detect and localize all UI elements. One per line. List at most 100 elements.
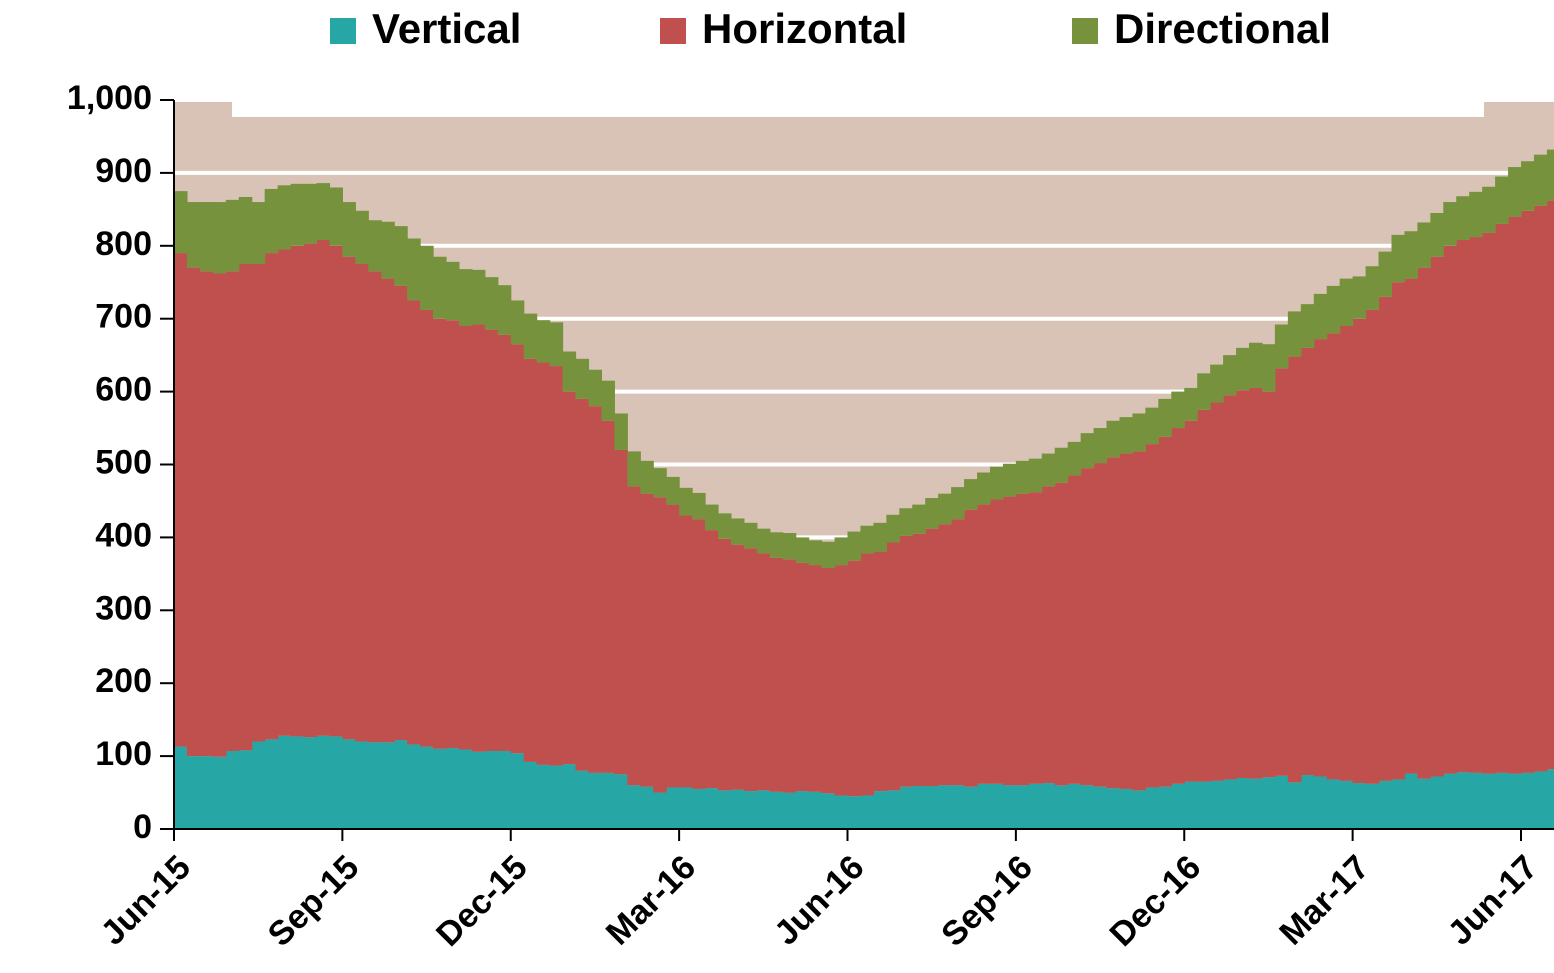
area-segment [394,740,408,829]
area-segment [834,537,849,566]
area-segment [860,525,875,554]
area-segment [679,515,693,788]
area-segment [1249,387,1263,779]
area-segment [588,369,603,407]
area-segment [277,249,292,736]
area-segment [899,535,913,787]
area-segment [614,413,628,450]
area-segment [1521,210,1535,773]
area-segment [886,790,900,829]
area-segment [510,300,525,345]
area-segment [692,519,706,789]
legend-swatch [1072,18,1098,44]
area-segment [1443,202,1457,246]
area-segment [1495,223,1509,773]
area-segment [1378,251,1393,297]
area-segment [1171,428,1185,784]
area-segment [1261,391,1276,778]
area-segment [692,492,706,520]
area-0 [174,735,1554,829]
area-segment [1521,772,1535,829]
area-segment [692,788,706,829]
area-segment [782,559,797,793]
area-segment [977,504,991,784]
area-segment [1067,475,1082,784]
area-segment [705,530,719,789]
area-segment [1184,781,1198,829]
area-segment [705,504,719,531]
area-segment [601,772,615,829]
area-segment [912,533,926,786]
area-segment [1106,420,1121,458]
area-segment [1287,311,1302,357]
area-segment [1249,342,1263,388]
area-segment [1469,772,1483,829]
area-segment [653,468,667,498]
area-segment [653,792,667,829]
area-segment [847,796,862,829]
area-segment [1300,304,1315,348]
area-segment [769,557,784,792]
area-segment [1326,333,1341,780]
y-tick-label: 0 [133,808,152,846]
area-segment [510,753,525,829]
area-segment [238,264,253,751]
area-segment [1119,788,1134,829]
area-segment [484,750,499,829]
area-segment [730,544,745,790]
area-segment [588,772,603,829]
area-segment [355,210,369,265]
area-segment [627,486,641,786]
y-tick-label: 600 [95,371,152,409]
area-segment [1365,309,1380,784]
area-segment [938,524,952,786]
x-tick-label: Mar-17 [1272,848,1376,952]
area-segment [627,451,641,487]
area-segment [1313,339,1328,777]
area-segment [601,420,615,773]
area-segment [795,791,810,829]
area-segment [1391,779,1406,829]
y-tick-label: 800 [95,225,152,263]
area-segment [536,362,551,765]
area-segment [1015,493,1030,786]
area-segment [834,795,849,829]
area-segment [1443,245,1457,774]
area-segment [1158,398,1172,437]
area-segment [795,537,810,563]
area-segment [640,786,654,829]
area-segment [420,245,434,310]
area-segment [381,221,395,279]
area-segment [1495,176,1509,224]
area-segment [1430,776,1444,829]
area-segment [756,790,771,829]
area-segment [1378,780,1393,829]
area-segment [925,785,939,829]
y-tick-label: 200 [95,662,152,700]
area-segment [1132,451,1146,791]
area-segment [497,750,512,829]
area-segment [1132,790,1146,829]
area-segment [743,548,758,792]
area-segment [549,366,564,766]
area-segment [899,786,913,829]
area-segment [1339,325,1354,781]
area-segment [1456,196,1470,240]
area-segment [873,522,887,552]
area-segment [1352,318,1367,784]
area-segment [562,391,577,765]
area-segment [1015,785,1030,829]
x-tick-label: Sep-15 [261,848,367,954]
area-segment [420,746,434,829]
area-segment [1508,216,1522,774]
area-segment [951,519,965,786]
area-segment [782,792,797,829]
area-segment [471,751,486,829]
area-segment [1080,468,1095,786]
area-segment [1119,453,1134,789]
area-segment [1352,783,1367,829]
plot-area-corner [174,100,232,118]
area-segment [199,271,214,757]
area-segment [705,788,719,829]
area-segment [523,761,538,829]
